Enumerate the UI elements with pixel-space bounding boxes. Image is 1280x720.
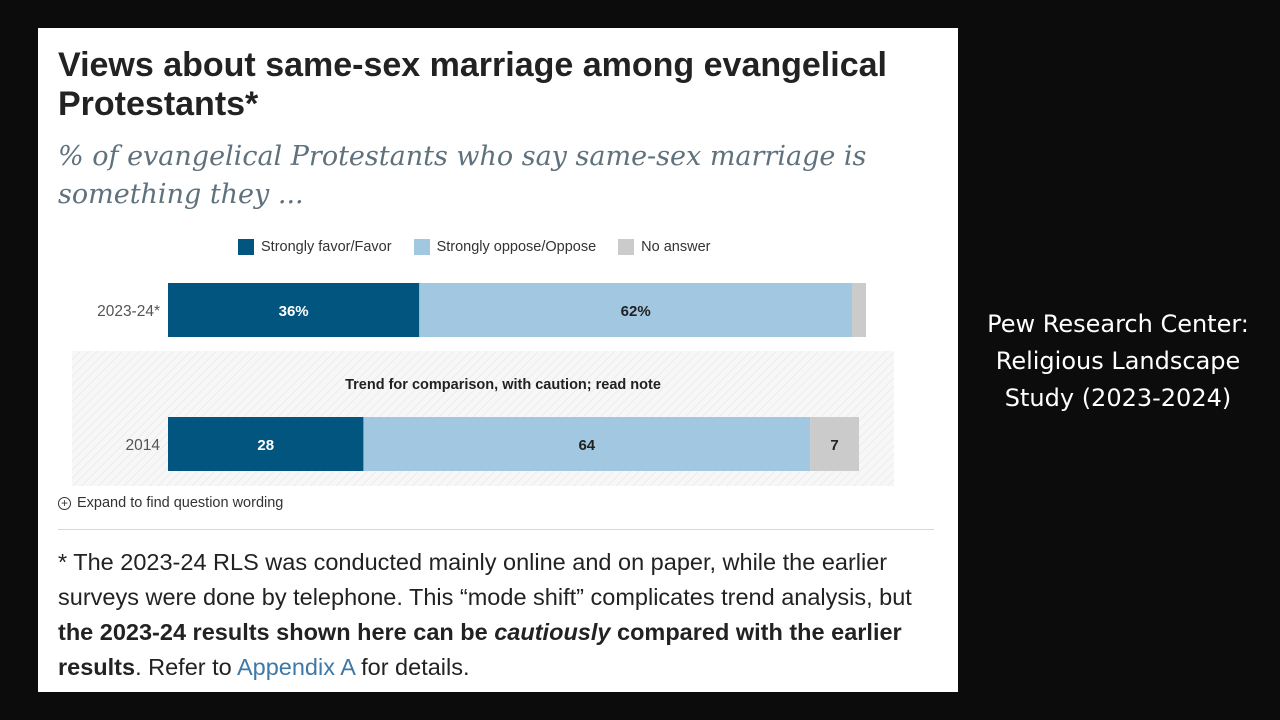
trend-note: Trend for comparison, with caution; read… xyxy=(345,377,661,393)
category-label-1: 2014 xyxy=(126,437,161,454)
chart-subtitle: % of evangelical Protestants who say sam… xyxy=(58,141,867,210)
expand-question-wording[interactable]: + Expand to find question wording xyxy=(58,495,283,511)
data-label-favor-0: 36% xyxy=(279,303,309,320)
legend-label-oppose: Strongly oppose/Oppose xyxy=(436,239,597,255)
legend-item-oppose: Strongly oppose/Oppose xyxy=(413,239,597,255)
bar-favor-0 xyxy=(168,283,420,337)
plus-circle-icon: + xyxy=(58,496,71,510)
bar-chart: Trend for comparison, with caution; read… xyxy=(72,283,894,486)
chart-title: Views about same-sex marriage among evan… xyxy=(58,46,887,123)
footnote: * The 2023-24 RLS was conducted mainly o… xyxy=(58,545,938,685)
footnote-bold-italic: cautiously xyxy=(494,619,611,645)
bar-no-answer-1 xyxy=(810,417,860,471)
category-label-0: 2023-24* xyxy=(97,303,160,320)
source-caption: Pew Research Center: Religious Landscape… xyxy=(987,310,1249,412)
data-label-oppose-1: 64 xyxy=(578,437,595,454)
data-label-oppose-0: 62% xyxy=(621,303,651,320)
footnote-bold-1: the 2023-24 results shown here can be xyxy=(58,619,495,645)
chart-card: Views about same-sex marriage among evan… xyxy=(38,28,958,692)
bar-no-answer-0 xyxy=(852,283,866,337)
divider xyxy=(58,529,934,530)
footnote-bold-2: compared with the earlier results xyxy=(58,619,902,680)
footnote-text-2: . Refer to xyxy=(135,654,237,680)
data-label-no-answer-1: 7 xyxy=(830,437,838,454)
bar-oppose-1 xyxy=(363,417,811,471)
footnote-text-1: * The 2023-24 RLS was conducted mainly o… xyxy=(58,549,912,610)
legend-item-favor: Strongly favor/Favor xyxy=(238,239,392,255)
legend-swatch-favor xyxy=(238,239,254,255)
expand-label: Expand to find question wording xyxy=(77,495,284,511)
legend-label-no-answer: No answer xyxy=(641,239,711,255)
legend-swatch-no-answer xyxy=(618,239,635,255)
chart-legend: Strongly favor/Favor Strongly oppose/Opp… xyxy=(238,239,710,255)
legend-label-favor: Strongly favor/Favor xyxy=(261,239,392,255)
bar-favor-1 xyxy=(168,417,364,471)
legend-swatch-oppose xyxy=(413,239,430,255)
bar-oppose-0 xyxy=(419,283,853,337)
data-label-favor-1: 28 xyxy=(257,437,274,454)
appendix-a-link[interactable]: Appendix A xyxy=(236,654,355,680)
footnote-text-3: for details. xyxy=(354,654,470,680)
legend-item-no-answer: No answer xyxy=(618,239,710,255)
